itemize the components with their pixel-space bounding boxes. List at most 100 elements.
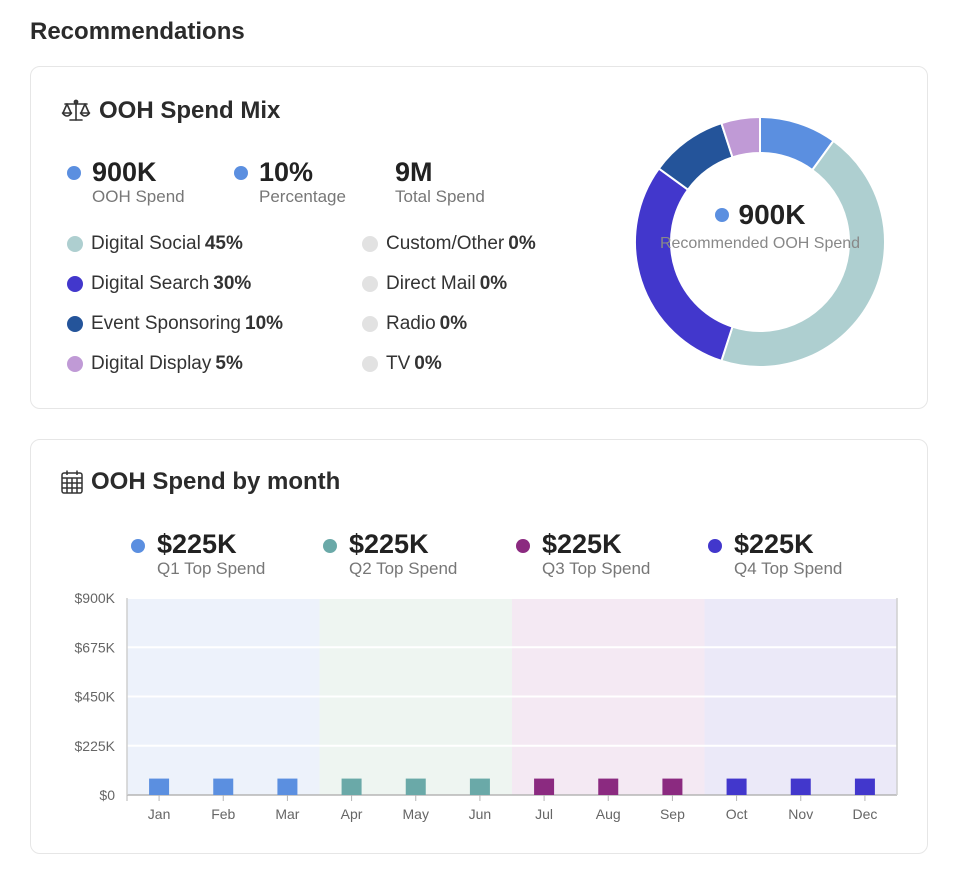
- legend-label: TV: [386, 353, 411, 374]
- bar-apr: [341, 778, 362, 795]
- legend-dot-icon: [67, 276, 83, 292]
- donut-center-dot-icon: [714, 208, 729, 222]
- q3-value: $225K: [542, 529, 622, 559]
- q1-dot-icon: [131, 539, 145, 553]
- donut-slice-event-sponsoring: [657, 121, 734, 192]
- bar-sep: [662, 778, 683, 795]
- scale-icon: [61, 98, 91, 124]
- legend-percent: 5%: [215, 353, 243, 374]
- bar-jan: [149, 778, 170, 795]
- q4-dot-icon: [708, 539, 722, 553]
- x-tick-label: Aug: [596, 806, 621, 822]
- percentage-value: 10%: [259, 157, 314, 187]
- bar-jun: [469, 778, 490, 795]
- q2-label: Q2 Top Spend: [349, 559, 458, 578]
- q1-label: Q1 Top Spend: [157, 559, 266, 578]
- q4-stat: $225K Q4 Top Spend: [708, 529, 843, 579]
- y-tick-label: $900K: [75, 590, 116, 606]
- legend-label: Digital Social: [91, 233, 201, 254]
- legend-item: Custom/Other 0%: [362, 233, 536, 255]
- percentage-label: Percentage: [259, 187, 346, 206]
- q2-dot-icon: [323, 539, 337, 553]
- legend-item: Radio 0%: [362, 313, 467, 335]
- bar-aug: [598, 778, 619, 795]
- total-spend-label: Total Spend: [395, 187, 485, 206]
- legend-percent: 45%: [204, 233, 243, 254]
- q1-value: $225K: [157, 529, 237, 559]
- donut-center-value: 900K: [738, 199, 806, 230]
- mix-card-title: OOH Spend Mix: [99, 97, 281, 124]
- bar-jul: [534, 778, 555, 795]
- bar-nov: [790, 778, 811, 795]
- donut-slice-ooh-spend: [759, 115, 835, 172]
- q1-stat: $225K Q1 Top Spend: [131, 529, 266, 579]
- ooh-spend-stat: 900K OOH Spend: [67, 157, 185, 207]
- q3-stat: $225K Q3 Top Spend: [516, 529, 651, 579]
- x-tick-label: Oct: [726, 806, 748, 822]
- q2-value: $225K: [349, 529, 429, 559]
- bar-mar: [277, 778, 298, 795]
- x-tick-label: Jun: [469, 806, 492, 822]
- x-tick-label: Apr: [341, 806, 363, 822]
- q3-dot-icon: [516, 539, 530, 553]
- legend-dot-icon: [362, 356, 378, 372]
- bar-dec: [854, 778, 875, 795]
- donut-slice-digital-search: [634, 167, 734, 363]
- ooh-spend-dot-icon: [67, 166, 81, 180]
- legend-label: Digital Search: [91, 273, 210, 294]
- q4-label: Q4 Top Spend: [734, 559, 843, 578]
- legend-percent: 0%: [508, 233, 536, 254]
- legend-label: Radio: [386, 313, 436, 334]
- legend-item: Digital Display 5%: [67, 353, 243, 375]
- total-spend-stat: 9M Total Spend: [395, 157, 485, 207]
- x-tick-label: Feb: [211, 806, 235, 822]
- bar-feb: [213, 778, 234, 795]
- page-title: Recommendations: [30, 18, 245, 45]
- ooh-spend-value: 900K: [92, 157, 157, 187]
- donut-slice-digital-social: [720, 139, 886, 368]
- legend-label: Event Sponsoring: [91, 313, 241, 334]
- legend-label: Digital Display: [91, 353, 212, 374]
- legend-item: TV 0%: [362, 353, 442, 375]
- x-tick-label: Jan: [148, 806, 171, 822]
- legend-percent: 0%: [479, 273, 508, 294]
- bar-oct: [726, 778, 747, 795]
- donut-center: 900K Recommended OOH Spend: [655, 199, 865, 253]
- y-tick-label: $225K: [75, 738, 116, 754]
- legend-percent: 0%: [439, 313, 468, 334]
- monthly-spend-bar-chart: $0 $225K $450K $675K $900K Jan Feb Mar Apr May Jun…: [75, 590, 898, 822]
- legend-dot-icon: [362, 316, 378, 332]
- bar-may: [405, 778, 426, 795]
- legend-label: Direct Mail: [386, 273, 476, 294]
- mix-card-header: OOH Spend Mix: [61, 97, 280, 125]
- x-tick-label: Jul: [535, 806, 553, 822]
- month-card-title: OOH Spend by month: [91, 468, 341, 495]
- legend-item: Direct Mail 0%: [362, 273, 507, 295]
- legend-dot-icon: [67, 316, 83, 332]
- legend-dot-icon: [67, 236, 83, 252]
- q3-label: Q3 Top Spend: [542, 559, 651, 578]
- q2-stat: $225K Q2 Top Spend: [323, 529, 458, 579]
- donut-slice-digital-display: [720, 115, 761, 159]
- x-tick-label: May: [403, 806, 429, 822]
- percentage-dot-icon: [234, 166, 248, 180]
- legend-dot-icon: [362, 276, 378, 292]
- legend-percent: 0%: [414, 353, 442, 374]
- x-tick-label: Mar: [275, 806, 299, 822]
- q4-value: $225K: [734, 529, 814, 559]
- legend-item: Event Sponsoring 10%: [67, 313, 283, 335]
- y-tick-label: $0: [99, 787, 115, 803]
- ooh-spend-by-month-card: OOH Spend by month $225K Q1 Top Spend $2…: [30, 439, 928, 854]
- total-spend-value: 9M: [395, 157, 433, 187]
- x-tick-label: Dec: [852, 806, 877, 822]
- calendar-icon: [61, 470, 83, 494]
- month-card-header: OOH Spend by month: [61, 468, 340, 496]
- legend-dot-icon: [67, 356, 83, 372]
- legend-percent: 30%: [213, 273, 252, 294]
- legend-label: Custom/Other: [386, 233, 505, 254]
- legend-dot-icon: [362, 236, 378, 252]
- legend-item: Digital Social 45%: [67, 233, 243, 255]
- donut-center-label: Recommended OOH Spend: [659, 235, 861, 252]
- y-tick-label: $675K: [75, 639, 116, 655]
- legend-percent: 10%: [245, 313, 284, 334]
